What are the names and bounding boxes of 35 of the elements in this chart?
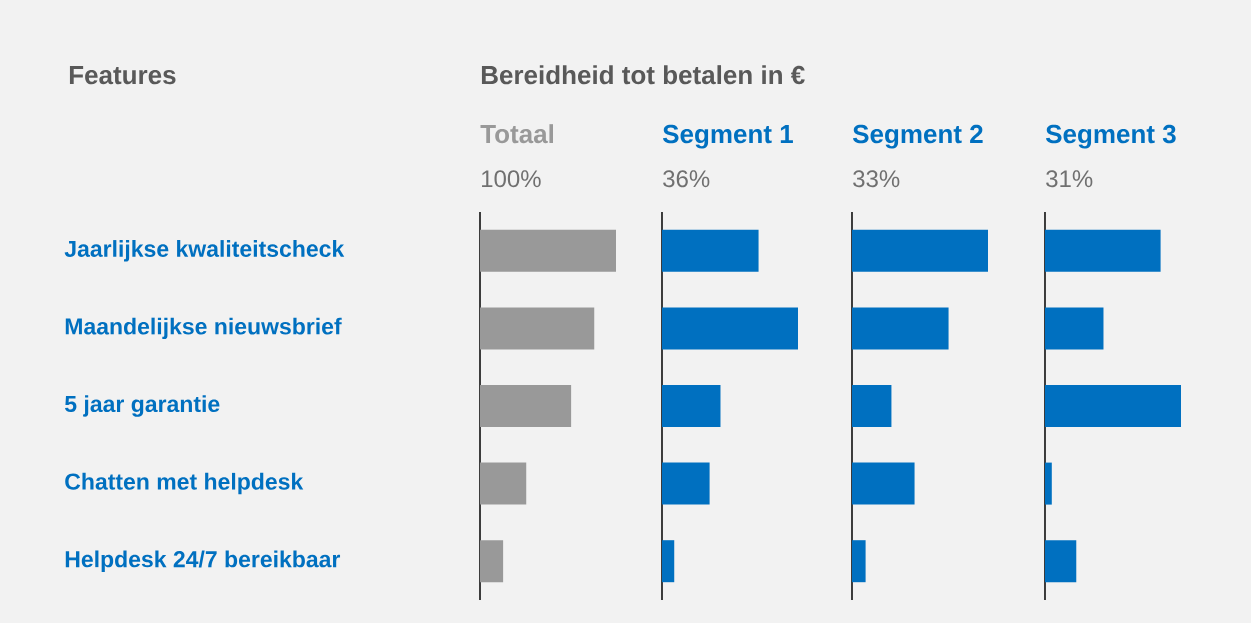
- bar: [480, 307, 595, 350]
- bar: [662, 229, 759, 272]
- chart-subtitle: 36%: [663, 170, 710, 188]
- y-axis-title: Features: [69, 66, 176, 85]
- y-tick-label: Helpdesk 24/7 bereikbaar: [65, 550, 341, 572]
- chart-title: Segment 3: [1045, 124, 1176, 149]
- y-tick-label: Maandelijkse nieuwsbrief: [65, 317, 342, 340]
- bar: [1045, 385, 1181, 427]
- bar: [662, 462, 710, 505]
- text: Bereidheid tot betalen in €: [481, 65, 805, 85]
- bar: [662, 540, 675, 583]
- chart-subtitle: 31%: [1046, 170, 1093, 188]
- bar: [852, 307, 949, 350]
- bar: [480, 540, 504, 583]
- chart-title: Totaal: [480, 124, 553, 144]
- bar: [852, 540, 866, 583]
- bar: [1045, 307, 1104, 350]
- bar: [662, 385, 721, 427]
- chart-title: Segment 1: [662, 124, 793, 149]
- y-tick-label: Jaarlijkse kwaliteitscheck: [64, 240, 345, 262]
- bar: [480, 229, 616, 272]
- bar: [480, 385, 572, 427]
- bar: [662, 307, 798, 350]
- bar: [480, 462, 527, 505]
- bar: [852, 229, 988, 272]
- bar: [852, 385, 892, 427]
- bar: [852, 462, 915, 505]
- bar: [1045, 229, 1161, 272]
- chart-subtitle: 100%: [482, 170, 541, 188]
- y-tick-label: Chatten met helpdesk: [65, 472, 304, 495]
- y-tick-label: 5 jaar garantie: [64, 395, 220, 417]
- bar: [1045, 462, 1052, 505]
- bar: [1045, 540, 1077, 583]
- chart-title: Segment 2: [852, 124, 983, 149]
- chart-subtitle: 33%: [853, 170, 900, 188]
